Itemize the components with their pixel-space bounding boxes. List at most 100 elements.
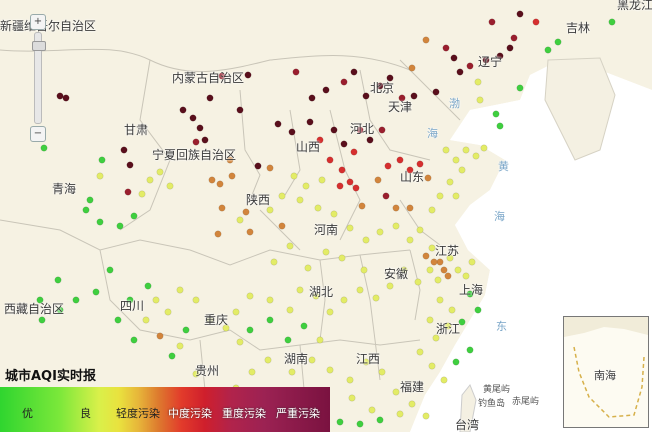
city-marker-good[interactable] [192,370,200,378]
city-marker-good[interactable] [316,336,324,344]
city-marker-good[interactable] [428,244,436,252]
city-marker-excellent[interactable] [554,38,562,46]
city-marker-moderate[interactable] [326,156,334,164]
city-marker-good[interactable] [392,388,400,396]
city-marker-light[interactable] [156,332,164,340]
city-marker-good[interactable] [462,272,470,280]
city-marker-excellent[interactable] [492,110,500,118]
city-marker-excellent[interactable] [608,18,616,26]
city-marker-good[interactable] [314,204,322,212]
city-marker-good[interactable] [356,286,364,294]
city-marker-good[interactable] [434,276,442,284]
city-marker-moderate[interactable] [532,18,540,26]
city-marker-light[interactable] [392,204,400,212]
city-marker-excellent[interactable] [54,276,62,284]
city-marker-light[interactable] [408,64,416,72]
city-marker-good[interactable] [302,182,310,190]
city-marker-good[interactable] [266,296,274,304]
city-marker-light[interactable] [436,258,444,266]
city-marker-severe[interactable] [366,136,374,144]
city-marker-good[interactable] [378,368,386,376]
city-marker-light[interactable] [216,180,224,188]
city-marker-excellent[interactable] [116,222,124,230]
city-marker-good[interactable] [436,296,444,304]
city-marker-severe[interactable] [308,94,316,102]
city-marker-good[interactable] [246,292,254,300]
city-marker-good[interactable] [146,176,154,184]
city-marker-good[interactable] [436,192,444,200]
city-marker-good[interactable] [442,146,450,154]
city-marker-good[interactable] [340,296,348,304]
city-marker-good[interactable] [192,296,200,304]
city-marker-light[interactable] [444,272,452,280]
city-marker-moderate[interactable] [338,166,346,174]
city-marker-severe[interactable] [516,10,524,18]
city-marker-good[interactable] [480,144,488,152]
city-marker-good[interactable] [176,286,184,294]
city-marker-severe[interactable] [322,86,330,94]
city-marker-excellent[interactable] [336,418,344,426]
city-marker-excellent[interactable] [376,416,384,424]
city-marker-good[interactable] [426,316,434,324]
city-marker-good[interactable] [176,342,184,350]
city-marker-severe[interactable] [206,94,214,102]
city-marker-severe[interactable] [120,146,128,154]
city-marker-excellent[interactable] [496,122,504,130]
city-marker-good[interactable] [452,156,460,164]
city-marker-good[interactable] [362,358,370,366]
zoom-out-button[interactable]: − [30,126,46,142]
city-marker-good[interactable] [338,254,346,262]
city-marker-heavy[interactable] [382,192,390,200]
city-marker-excellent[interactable] [106,266,114,274]
city-marker-severe[interactable] [432,88,440,96]
city-marker-severe[interactable] [254,162,262,170]
city-marker-good[interactable] [312,292,320,300]
city-marker-excellent[interactable] [356,420,364,428]
city-marker-severe[interactable] [450,54,458,62]
city-marker-good[interactable] [164,308,172,316]
city-marker-good[interactable] [414,278,422,286]
city-marker-severe[interactable] [56,92,64,100]
city-marker-excellent[interactable] [266,316,274,324]
city-marker-excellent[interactable] [144,282,152,290]
city-marker-severe[interactable] [350,68,358,76]
city-marker-good[interactable] [446,178,454,186]
city-marker-light[interactable] [246,228,254,236]
city-marker-excellent[interactable] [82,206,90,214]
city-marker-good[interactable] [400,266,408,274]
city-marker-excellent[interactable] [544,46,552,54]
city-marker-severe[interactable] [201,136,209,144]
city-marker-good[interactable] [446,254,454,262]
city-marker-good[interactable] [422,412,430,420]
city-marker-heavy[interactable] [378,126,386,134]
city-marker-heavy[interactable] [398,94,406,102]
city-marker-excellent[interactable] [168,352,176,360]
city-marker-good[interactable] [270,258,278,266]
city-marker-good[interactable] [232,308,240,316]
city-marker-light[interactable] [440,266,448,274]
city-marker-severe[interactable] [179,106,187,114]
city-marker-heavy[interactable] [466,62,474,70]
city-marker-good[interactable] [360,266,368,274]
city-marker-good[interactable] [472,152,480,160]
city-marker-good[interactable] [166,182,174,190]
city-marker-moderate[interactable] [336,182,344,190]
city-marker-good[interactable] [138,190,146,198]
city-marker-good[interactable] [440,376,448,384]
city-marker-good[interactable] [286,242,294,250]
city-marker-excellent[interactable] [40,144,48,152]
city-marker-good[interactable] [152,296,160,304]
city-marker-excellent[interactable] [36,296,44,304]
city-marker-good[interactable] [448,306,456,314]
city-marker-moderate[interactable] [416,160,424,168]
city-marker-excellent[interactable] [452,358,460,366]
city-marker-good[interactable] [452,192,460,200]
zoom-slider-thumb[interactable] [32,41,46,51]
city-marker-excellent[interactable] [300,322,308,330]
city-marker-heavy[interactable] [124,188,132,196]
city-marker-severe[interactable] [236,106,244,114]
city-marker-excellent[interactable] [516,84,524,92]
city-marker-good[interactable] [326,308,334,316]
city-marker-good[interactable] [326,366,334,374]
city-marker-excellent[interactable] [72,296,80,304]
